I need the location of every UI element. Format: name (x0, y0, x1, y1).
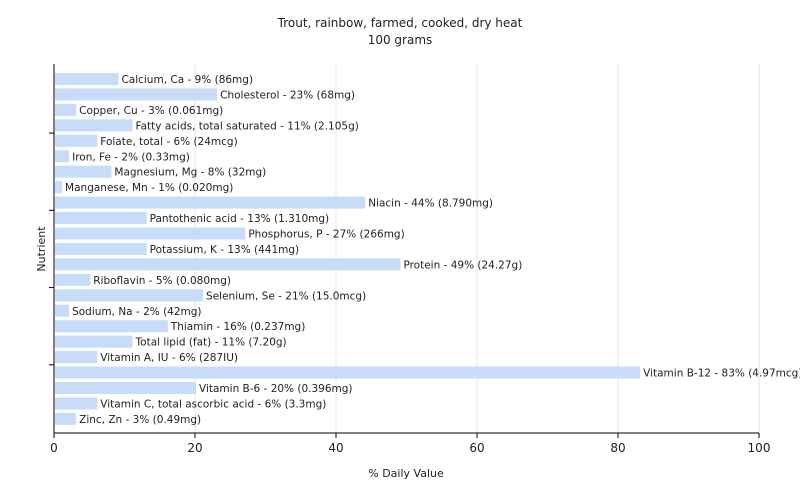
bar-label: Phosphorus, P - 27% (266mg) (248, 229, 404, 241)
bar (55, 73, 119, 85)
bar-label: Calcium, Ca - 9% (86mg) (121, 74, 253, 86)
bar-label: Selenium, Se - 21% (15.0mcg) (206, 290, 366, 302)
x-tick-label: 100 (748, 441, 771, 455)
bar-label: Cholesterol - 23% (68mg) (220, 89, 355, 101)
x-tick-label: 60 (469, 441, 484, 455)
x-tick-label: 40 (328, 441, 343, 455)
bar (55, 320, 168, 333)
bar (55, 258, 401, 271)
bar-label: Manganese, Mn - 1% (0.020mg) (65, 182, 233, 194)
bar (55, 181, 63, 194)
bar (55, 196, 366, 209)
bar (55, 351, 98, 364)
bar (55, 134, 98, 147)
bar-label: Sodium, Na - 2% (42mg) (72, 306, 201, 318)
bar (55, 227, 246, 240)
x-tick-label: 0 (50, 441, 58, 455)
bar-label: Pantothenic acid - 13% (1.310mg) (150, 213, 329, 225)
bar-labels: Calcium, Ca - 9% (86mg) Cholesterol - 23%… (65, 74, 800, 426)
bar (55, 335, 133, 348)
bar-label: Potassium, K - 13% (441mg) (150, 244, 300, 256)
bar-label: Vitamin B-6 - 20% (0.396mg) (199, 383, 353, 395)
bar (55, 119, 133, 132)
bar (55, 103, 77, 116)
bar-label: Niacin - 44% (8.790mg) (368, 198, 493, 210)
x-tick-label: 80 (610, 441, 625, 455)
bar (55, 397, 98, 410)
bar (55, 273, 91, 286)
bar (55, 88, 218, 101)
bar (55, 242, 147, 255)
bar (55, 382, 196, 394)
x-axis-title: % Daily Value (368, 467, 444, 480)
bar-label: Vitamin A, IU - 6% (287IU) (100, 352, 238, 364)
bar (55, 289, 204, 302)
bars (55, 73, 641, 425)
axes: 0 20 40 60 80 100 (49, 64, 770, 455)
bar-label: Protein - 49% (24.27g) (403, 259, 522, 271)
bar-label: Thiamin - 16% (0.237mg) (170, 321, 306, 333)
x-tick-label: 20 (187, 441, 202, 455)
bar-label: Vitamin B-12 - 83% (4.97mcg) (643, 368, 800, 380)
bar (55, 150, 70, 163)
chart-title: Trout, rainbow, farmed, cooked, dry heat (277, 16, 523, 30)
bar-label: Magnesium, Mg - 8% (32mg) (114, 167, 266, 179)
bar-label: Iron, Fe - 2% (0.33mg) (72, 151, 190, 163)
bar-label: Copper, Cu - 3% (0.061mg) (79, 105, 223, 117)
bar (55, 212, 147, 225)
bar-label: Vitamin C, total ascorbic acid - 6% (3.3… (100, 398, 326, 410)
bar-label: Fatty acids, total saturated - 11% (2.10… (136, 120, 359, 132)
bar-label: Riboflavin - 5% (0.080mg) (93, 275, 231, 287)
bar-label: Total lipid (fat) - 11% (7.20g) (135, 337, 287, 349)
bar (55, 412, 77, 425)
chart-subtitle: 100 grams (368, 33, 433, 47)
bar-label: Folate, total - 6% (24mcg) (100, 136, 237, 148)
bar (55, 304, 70, 317)
bar-label: Zinc, Zn - 3% (0.49mg) (79, 414, 201, 426)
bar (55, 366, 641, 379)
bar (55, 165, 112, 178)
y-axis-title: Nutrient (35, 226, 48, 272)
